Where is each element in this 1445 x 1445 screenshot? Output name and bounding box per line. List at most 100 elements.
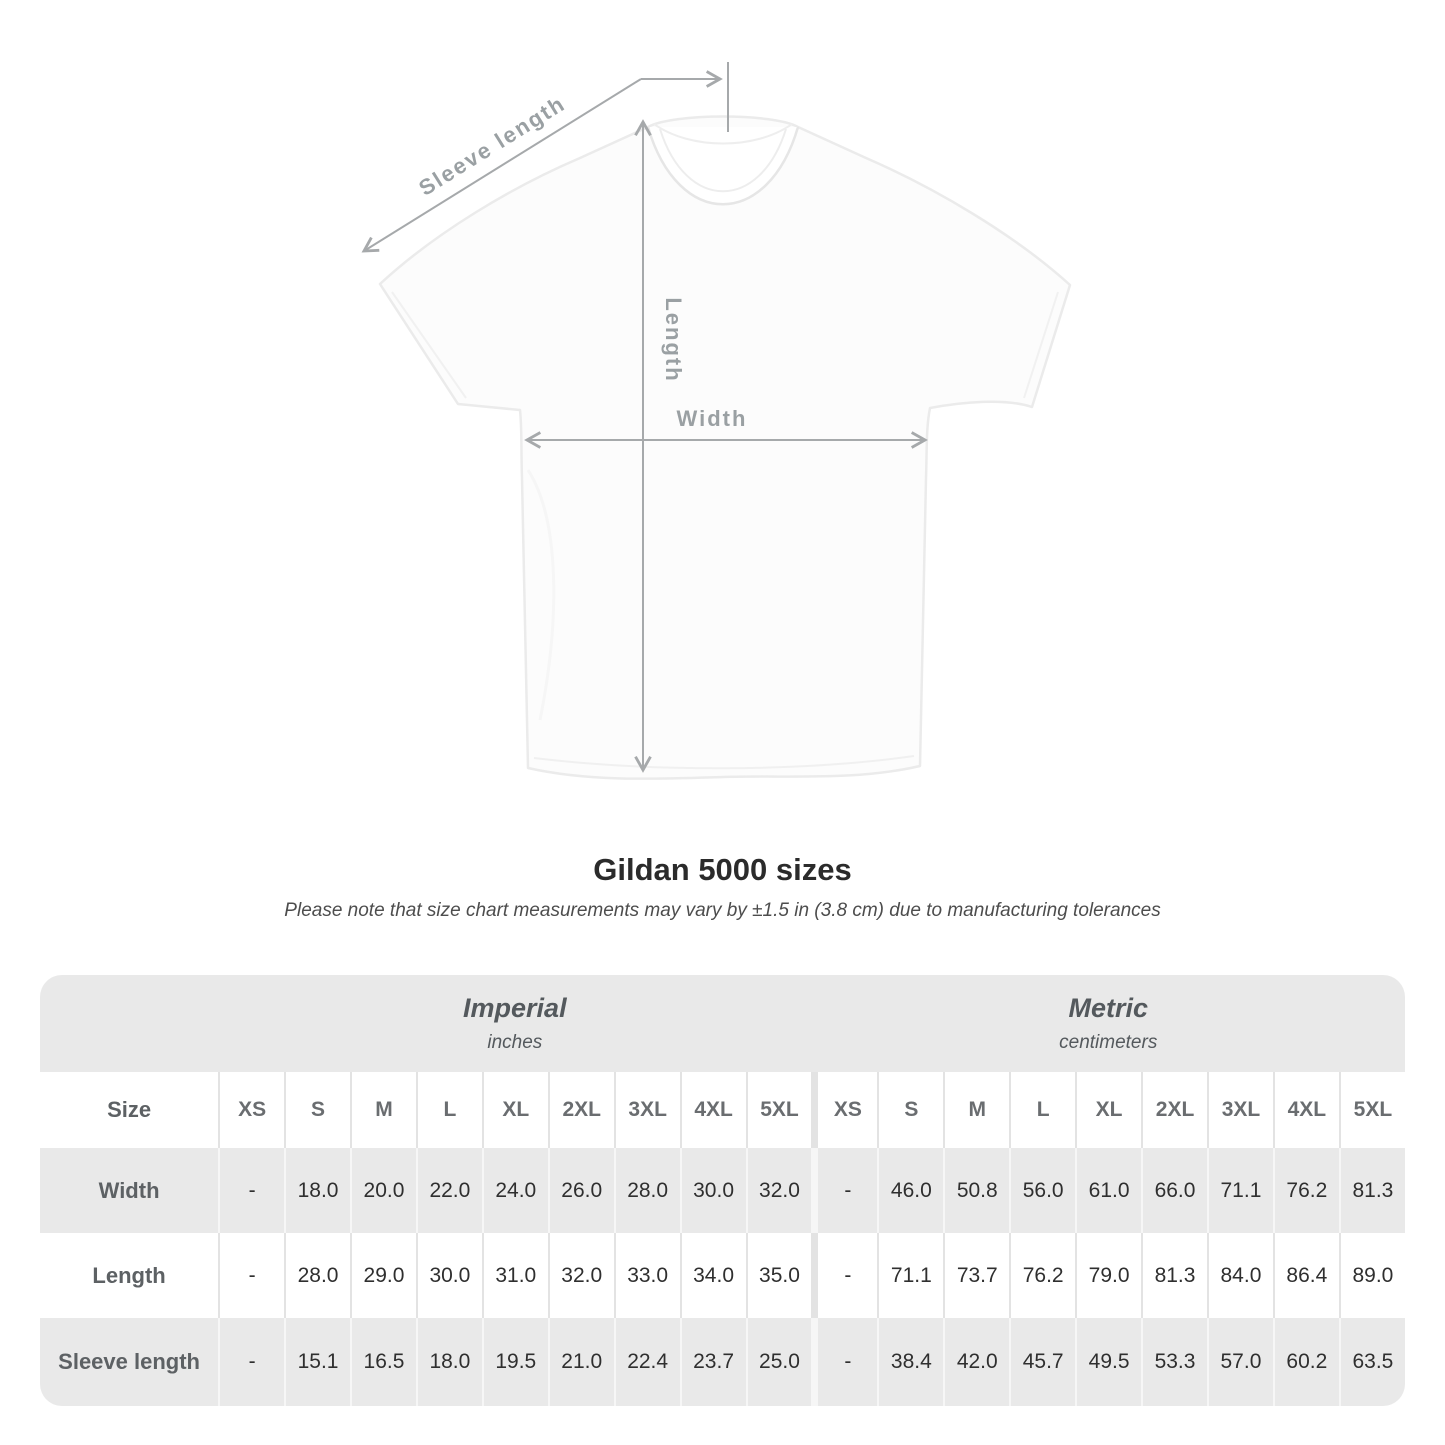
table-cell: 89.0 — [1338, 1233, 1405, 1318]
length-row: Length - 28.0 29.0 30.0 31.0 32.0 33.0 3… — [40, 1233, 1405, 1318]
table-cell: 71.1 — [1206, 1148, 1273, 1233]
sleeve-length-row: Sleeve length - 15.1 16.5 18.0 19.5 21.0… — [40, 1318, 1405, 1406]
table-cell: 18.0 — [415, 1318, 482, 1406]
table-cell: 46.0 — [877, 1148, 944, 1233]
table-cell: 3XL — [1206, 1072, 1273, 1148]
row-label-cell: Length — [40, 1233, 219, 1318]
page-title: Gildan 5000 sizes — [593, 852, 852, 887]
table-cell: 50.8 — [943, 1148, 1010, 1233]
table-cell: - — [218, 1148, 285, 1233]
table-cell: - — [811, 1233, 878, 1318]
table-cell: 28.0 — [284, 1233, 350, 1318]
table-cell: 30.0 — [679, 1148, 746, 1233]
table-cell: 45.7 — [1009, 1318, 1076, 1406]
table-cell: 53.3 — [1141, 1318, 1207, 1406]
right-cuff-seam — [1023, 291, 1059, 399]
collar-inner — [659, 128, 787, 193]
table-cell: 32.0 — [547, 1233, 614, 1318]
table-cell: 22.0 — [415, 1148, 482, 1233]
table-cell: 25.0 — [745, 1318, 812, 1406]
width-row: Width - 18.0 20.0 22.0 24.0 26.0 28.0 30… — [40, 1148, 1405, 1233]
metric-band: Metric centimeters — [811, 975, 1405, 1072]
table-cell: 22.4 — [613, 1318, 680, 1406]
table-cell: 2XL — [547, 1072, 614, 1148]
collar-back — [653, 123, 793, 145]
table-cell: 4XL — [1272, 1072, 1339, 1148]
table-cell: 2XL — [1141, 1072, 1207, 1148]
table-cell: 5XL — [745, 1072, 812, 1148]
imperial-band: Imperial inches — [218, 975, 812, 1072]
table-cell: - — [218, 1233, 285, 1318]
table-cell: XS — [811, 1072, 878, 1148]
table-cell: 24.0 — [481, 1148, 548, 1233]
collar-outer — [646, 126, 800, 206]
metric-label: Metric — [1068, 993, 1148, 1023]
table-cell: 31.0 — [481, 1233, 548, 1318]
tshirt-measurement-diagram: Sleeve length Length Width — [361, 62, 1072, 780]
table-cell: 73.7 — [943, 1233, 1010, 1318]
size-table-container: Imperial inches Metric centimeters Size … — [40, 975, 1405, 1406]
table-cell: 19.5 — [481, 1318, 548, 1406]
metric-unit-label: centimeters — [1059, 1032, 1158, 1053]
table-cell: 18.0 — [284, 1148, 350, 1233]
table-cell: S — [284, 1072, 350, 1148]
body-crease — [526, 469, 556, 721]
table-cell: S — [877, 1072, 944, 1148]
table-cell: 84.0 — [1206, 1233, 1273, 1318]
table-cell: 86.4 — [1272, 1233, 1339, 1318]
table-cell: XS — [218, 1072, 285, 1148]
table-cell: 76.2 — [1272, 1148, 1339, 1233]
unit-band-row: Imperial inches Metric centimeters — [40, 975, 1405, 1072]
table-cell: 30.0 — [415, 1233, 482, 1318]
length-label: Length — [661, 297, 686, 382]
table-cell: 66.0 — [1141, 1148, 1207, 1233]
table-cell: 63.5 — [1338, 1318, 1405, 1406]
table-cell: 15.1 — [284, 1318, 350, 1406]
table-cell: M — [943, 1072, 1010, 1148]
table-cell: 81.3 — [1141, 1233, 1207, 1318]
table-cell: 81.3 — [1338, 1148, 1405, 1233]
band-spacer — [40, 975, 219, 1072]
hem-seam — [533, 755, 915, 770]
sleeve-length-arrow — [361, 78, 642, 253]
table-cell: 56.0 — [1009, 1148, 1076, 1233]
table-cell: 57.0 — [1206, 1318, 1273, 1406]
imperial-unit-label: inches — [487, 1032, 543, 1053]
table-cell: 35.0 — [745, 1233, 812, 1318]
table-cell: 76.2 — [1009, 1233, 1076, 1318]
table-cell: 42.0 — [943, 1318, 1010, 1406]
size-header-cell: Size — [40, 1072, 219, 1148]
table-cell: M — [350, 1072, 416, 1148]
row-label-cell: Width — [40, 1148, 219, 1233]
table-cell: 23.7 — [679, 1318, 746, 1406]
tshirt-body — [378, 115, 1072, 780]
table-cell: XL — [1075, 1072, 1142, 1148]
table-cell: 60.2 — [1272, 1318, 1339, 1406]
left-cuff-seam — [391, 291, 467, 399]
table-cell: 28.0 — [613, 1148, 680, 1233]
table-cell: 61.0 — [1075, 1148, 1142, 1233]
table-cell: 26.0 — [547, 1148, 614, 1233]
table-cell: 5XL — [1338, 1072, 1405, 1148]
table-cell: 33.0 — [613, 1233, 680, 1318]
table-cell: - — [811, 1318, 878, 1406]
table-cell: 49.5 — [1075, 1318, 1142, 1406]
table-cell: - — [218, 1318, 285, 1406]
table-cell: 34.0 — [679, 1233, 746, 1318]
size-header-row: Size XS S M L XL 2XL 3XL 4XL 5XL XS S M … — [40, 1072, 1405, 1148]
table-cell: 38.4 — [877, 1318, 944, 1406]
table-cell: 20.0 — [350, 1148, 416, 1233]
width-label: Width — [677, 406, 748, 431]
table-cell: L — [415, 1072, 482, 1148]
sleeve-length-annotation — [361, 62, 729, 253]
tolerance-note: Please note that size chart measurements… — [284, 900, 1161, 921]
size-table: Imperial inches Metric centimeters Size … — [40, 975, 1405, 1406]
table-cell: 16.5 — [350, 1318, 416, 1406]
imperial-label: Imperial — [463, 993, 567, 1023]
table-cell: L — [1009, 1072, 1076, 1148]
table-cell: 3XL — [613, 1072, 680, 1148]
table-cell: - — [811, 1148, 878, 1233]
row-label-cell: Sleeve length — [40, 1318, 219, 1406]
table-cell: 71.1 — [877, 1233, 944, 1318]
